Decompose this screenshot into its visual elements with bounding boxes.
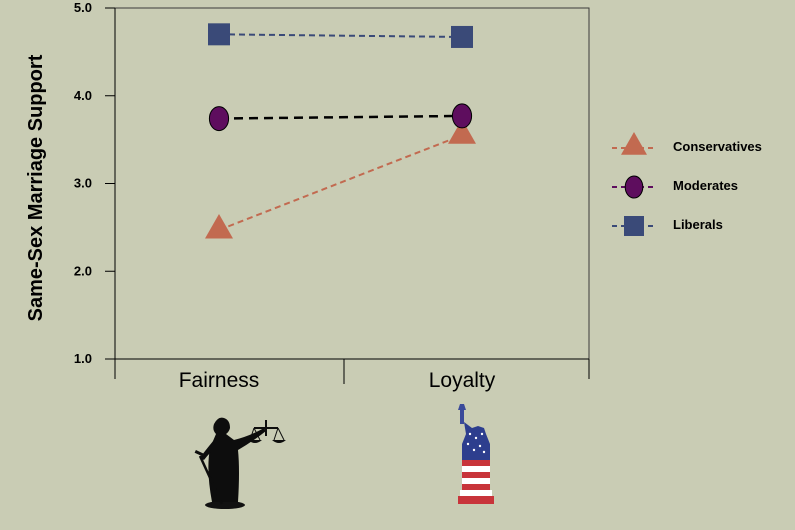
series-line [218,134,463,231]
y-axis-title: Same-Sex Marriage Support [25,54,47,321]
legend-marker [624,216,644,236]
series-line [218,114,463,120]
legend-marker [621,132,647,155]
legend-label: Conservatives [673,139,762,154]
lady-justice-icon [194,417,286,509]
legend-label: Moderates [673,178,738,193]
y-tick-label: 4.0 [74,88,92,103]
data-point [448,119,476,144]
plot-frame [114,7,590,360]
y-tick-label: 5.0 [74,0,92,15]
data-point [205,214,233,239]
x-category-label: Fairness [179,369,260,392]
data-point [208,106,230,132]
y-tick-label: 1.0 [74,351,92,366]
series-conservatives [205,119,476,239]
series-layer [205,23,476,239]
legend-marker [624,175,644,199]
statue-of-liberty-flag-icon [458,404,494,504]
x-category-label: Loyalty [429,369,496,392]
y-tick-label: 2.0 [74,263,92,278]
x-axis-labels: Fairness Loyalty [179,369,496,392]
data-point [451,25,473,48]
legend: Conservatives Moderates Liberals [612,132,762,236]
legend-item: Liberals [612,216,723,236]
data-point [451,103,473,129]
y-tick-label: 3.0 [74,176,92,191]
series-liberals [208,23,473,48]
series-line [218,33,463,38]
series-moderates [208,103,473,132]
y-axis-ticks: 1.0 2.0 3.0 4.0 5.0 [74,0,115,366]
legend-item: Conservatives [612,132,762,155]
data-point [208,23,230,46]
legend-label: Liberals [673,217,723,232]
legend-item: Moderates [612,175,738,199]
